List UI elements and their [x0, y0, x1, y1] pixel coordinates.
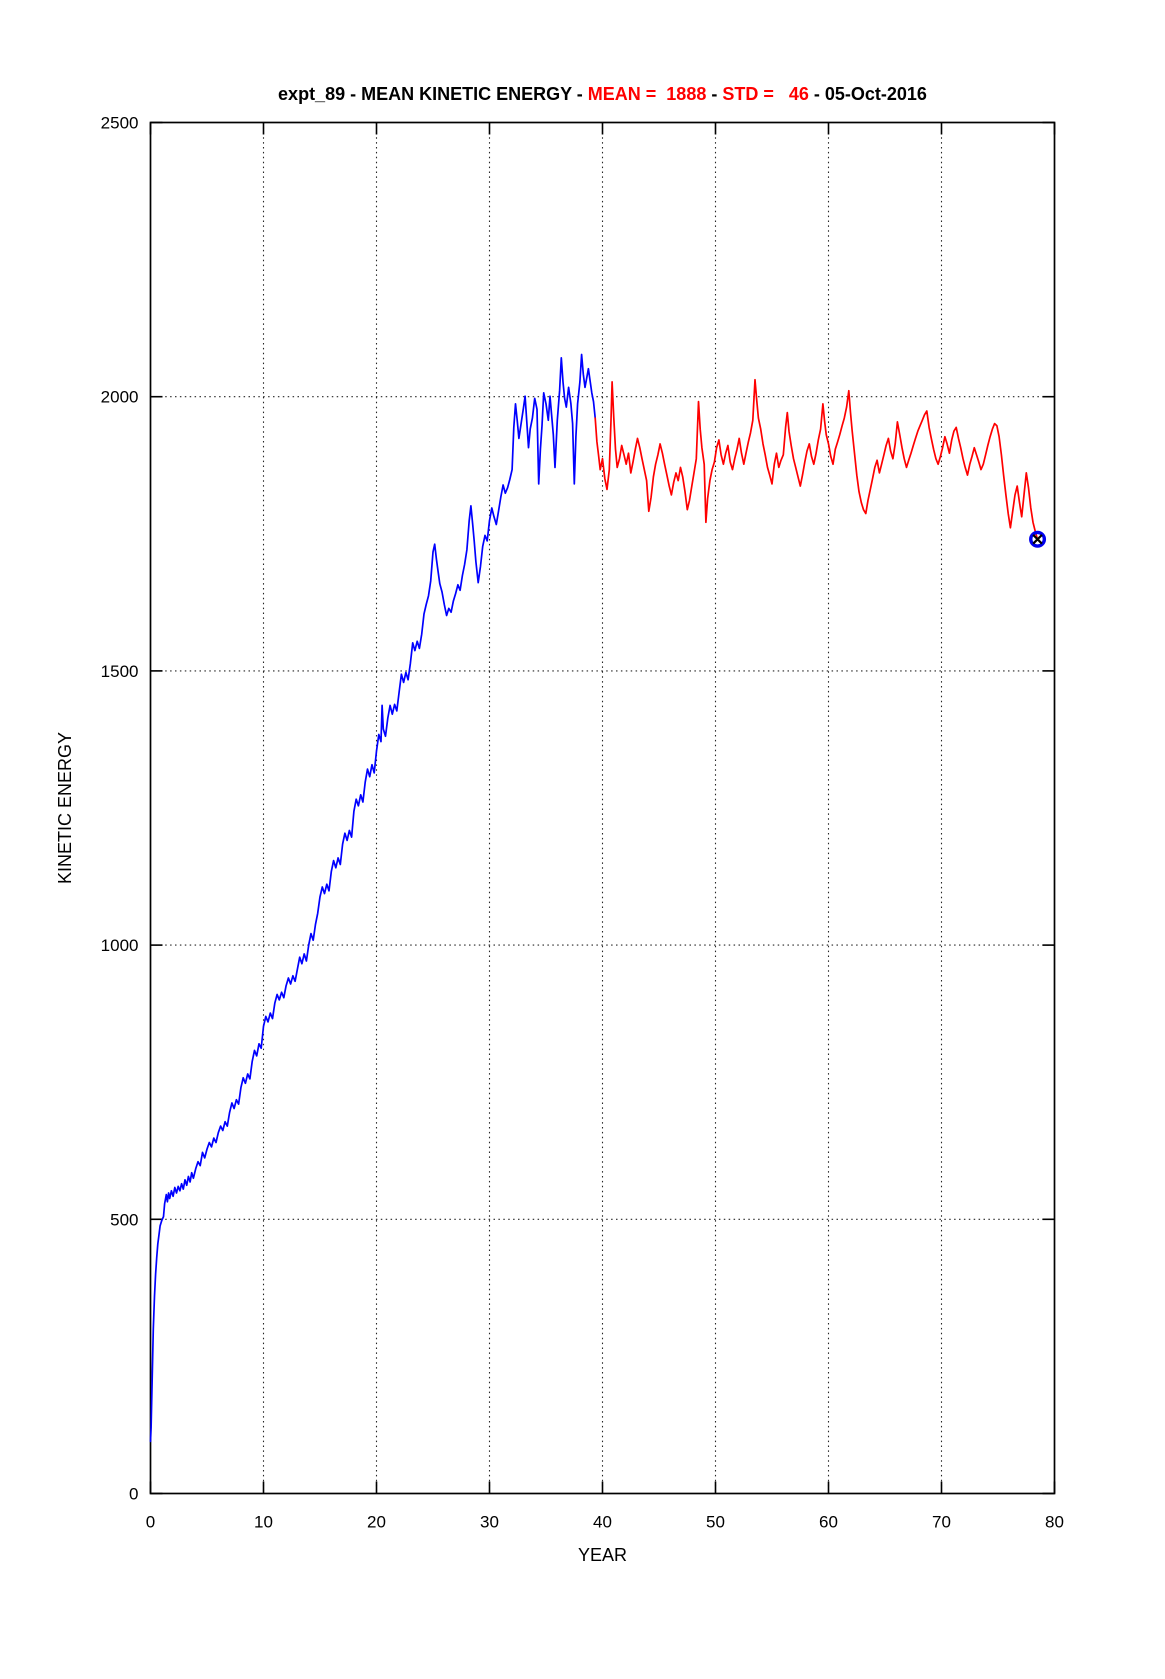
x-tick-label: 20 [367, 1513, 386, 1532]
x-tick-label: 70 [932, 1513, 951, 1532]
x-tick-label: 40 [593, 1513, 612, 1532]
y-tick-label: 1500 [101, 662, 139, 681]
x-tick-label: 10 [254, 1513, 273, 1532]
plot-box [149, 121, 1056, 1495]
end-marker-circle [1029, 530, 1047, 548]
end-marker-x [1032, 534, 1043, 545]
title-part-3: STD = 46 [722, 84, 809, 104]
y-tick-label: 1000 [101, 936, 139, 955]
y-tick-label: 0 [129, 1485, 138, 1504]
series-extension-red [594, 378, 1039, 541]
x-tick-label: 80 [1045, 1513, 1064, 1532]
title-part-1: MEAN = 1888 [587, 84, 707, 104]
y-tick-label: 2500 [101, 114, 139, 133]
title-part-4: - 05-Oct-2016 [808, 84, 927, 104]
x-tick-label: 0 [146, 1513, 155, 1532]
y-tick-label: 2000 [101, 388, 139, 407]
title-part-2: - [706, 84, 723, 104]
series-spinup-blue [149, 353, 597, 1443]
y-tick-label: 500 [110, 1210, 138, 1229]
chart-title: expt_89 - MEAN KINETIC ENERGY - MEAN = 1… [150, 84, 1055, 105]
y-axis-label: KINETIC ENERGY [55, 732, 75, 884]
x-tick-label: 30 [480, 1513, 499, 1532]
title-part-0: expt_89 - MEAN KINETIC ENERGY - [278, 84, 588, 104]
x-axis-label: YEAR [578, 1545, 627, 1565]
x-tick-label: 60 [819, 1513, 838, 1532]
x-tick-label: 50 [706, 1513, 725, 1532]
